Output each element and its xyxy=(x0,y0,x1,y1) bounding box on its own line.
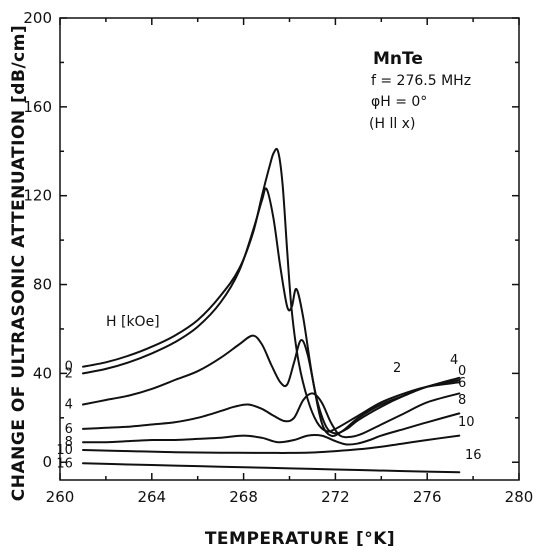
x-tick-label: 260 xyxy=(46,488,75,506)
x-tick-label: 272 xyxy=(321,488,350,506)
y-tick-label: 40 xyxy=(33,364,52,382)
series-label-right-0: 0 xyxy=(458,364,466,379)
x-tick-label: 280 xyxy=(505,488,534,506)
y-tick-label: 200 xyxy=(23,9,52,27)
series-label-left-0: 0 xyxy=(65,360,73,375)
y-tick-label: 120 xyxy=(23,187,52,205)
series-label-right-6: 6 xyxy=(458,376,466,391)
series-label-left-10: 10 xyxy=(56,443,73,458)
annotation-material: MnTe xyxy=(373,49,423,69)
series-label-left-8: 8 xyxy=(65,435,73,450)
series-label-right-4: 4 xyxy=(450,353,458,368)
y-tick-label: 80 xyxy=(33,276,52,294)
series-line-4 xyxy=(82,334,461,435)
annotation-angle: φH = 0° xyxy=(371,94,427,110)
series-line-6 xyxy=(82,392,461,439)
series-label-left-16: 16 xyxy=(56,456,73,471)
y-tick-label: 160 xyxy=(23,98,52,116)
series-line-16 xyxy=(82,462,461,474)
annotation-field-unit: H [kOe] xyxy=(106,314,160,330)
x-tick-label: 268 xyxy=(229,488,258,506)
series-label-left-4: 4 xyxy=(65,397,73,412)
series-line-2 xyxy=(82,187,461,437)
chart-labels: MnTe f = 276.5 MHz φH = 0° (H ll x) H [k… xyxy=(9,25,471,549)
series-label-right-2: 2 xyxy=(393,361,401,376)
series-line-10 xyxy=(82,434,461,454)
series-line-8 xyxy=(82,412,461,446)
x-axis-title: TEMPERATURE [°K] xyxy=(205,529,395,549)
series-label-right-10: 10 xyxy=(458,415,475,430)
series-label-left-6: 6 xyxy=(65,422,73,437)
annotation-direction: (H ll x) xyxy=(369,116,415,132)
series-label-left-2: 2 xyxy=(65,366,73,381)
series-label-right-8: 8 xyxy=(458,393,466,408)
x-tick-label: 264 xyxy=(137,488,166,506)
x-tick-label: 276 xyxy=(413,488,442,506)
series-label-right-16: 16 xyxy=(465,448,482,463)
y-tick-label: 0 xyxy=(42,453,52,471)
y-axis-title: CHANGE OF ULTRASONIC ATTENUATION [dB/cm] xyxy=(9,25,29,501)
series-line-0 xyxy=(82,147,461,433)
annotation-frequency: f = 276.5 MHz xyxy=(371,73,471,89)
